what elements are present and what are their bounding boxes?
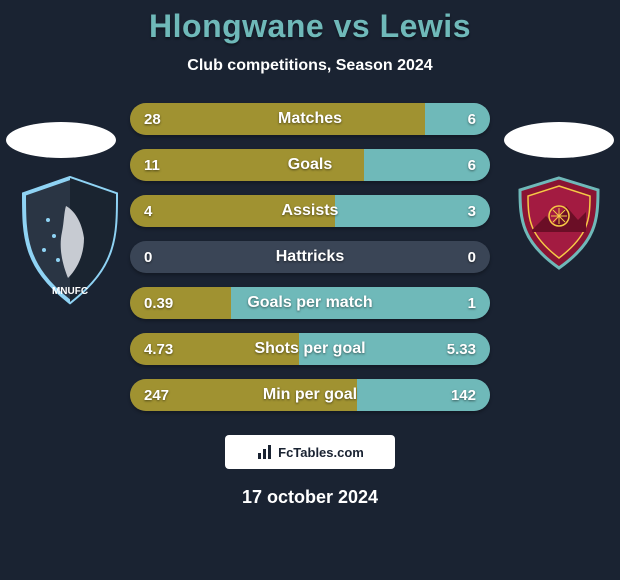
stat-label: Hattricks	[130, 241, 490, 273]
stat-bars: Matches286 Goals116 Assists43 Hattricks0 0 Go…	[130, 103, 490, 411]
stat-row: Min per goal247142	[130, 379, 490, 411]
stat-row: Shots per goal4.735.33	[130, 333, 490, 365]
comparison-date: 17 october 2024	[0, 487, 620, 508]
stat-bar-right	[425, 103, 490, 135]
stat-row: Assists43	[130, 195, 490, 227]
stat-bar-left	[130, 195, 335, 227]
stat-row: Hattricks0 0	[130, 241, 490, 273]
source-badge: FcTables.com	[225, 435, 395, 469]
stat-bar-left	[130, 103, 425, 135]
stat-bar-left	[130, 149, 364, 181]
stat-value-right: 0	[468, 241, 476, 273]
stat-bar-right	[364, 149, 490, 181]
stat-row: Matches286	[130, 103, 490, 135]
stat-bar-left	[130, 379, 357, 411]
comparison-title: Hlongwane vs Lewis	[0, 8, 620, 45]
stat-bar-right	[231, 287, 490, 319]
source-label: FcTables.com	[278, 445, 364, 460]
stat-bar-right	[299, 333, 490, 365]
stat-row: Goals per match0.391	[130, 287, 490, 319]
stat-row: Goals116	[130, 149, 490, 181]
stat-bar-left	[130, 333, 299, 365]
stat-bar-left	[130, 287, 231, 319]
stat-bar-right	[335, 195, 490, 227]
stat-bar-right	[357, 379, 490, 411]
stat-value-left: 0	[144, 241, 152, 273]
chart-icon	[256, 443, 274, 461]
comparison-subtitle: Club competitions, Season 2024	[0, 57, 620, 75]
